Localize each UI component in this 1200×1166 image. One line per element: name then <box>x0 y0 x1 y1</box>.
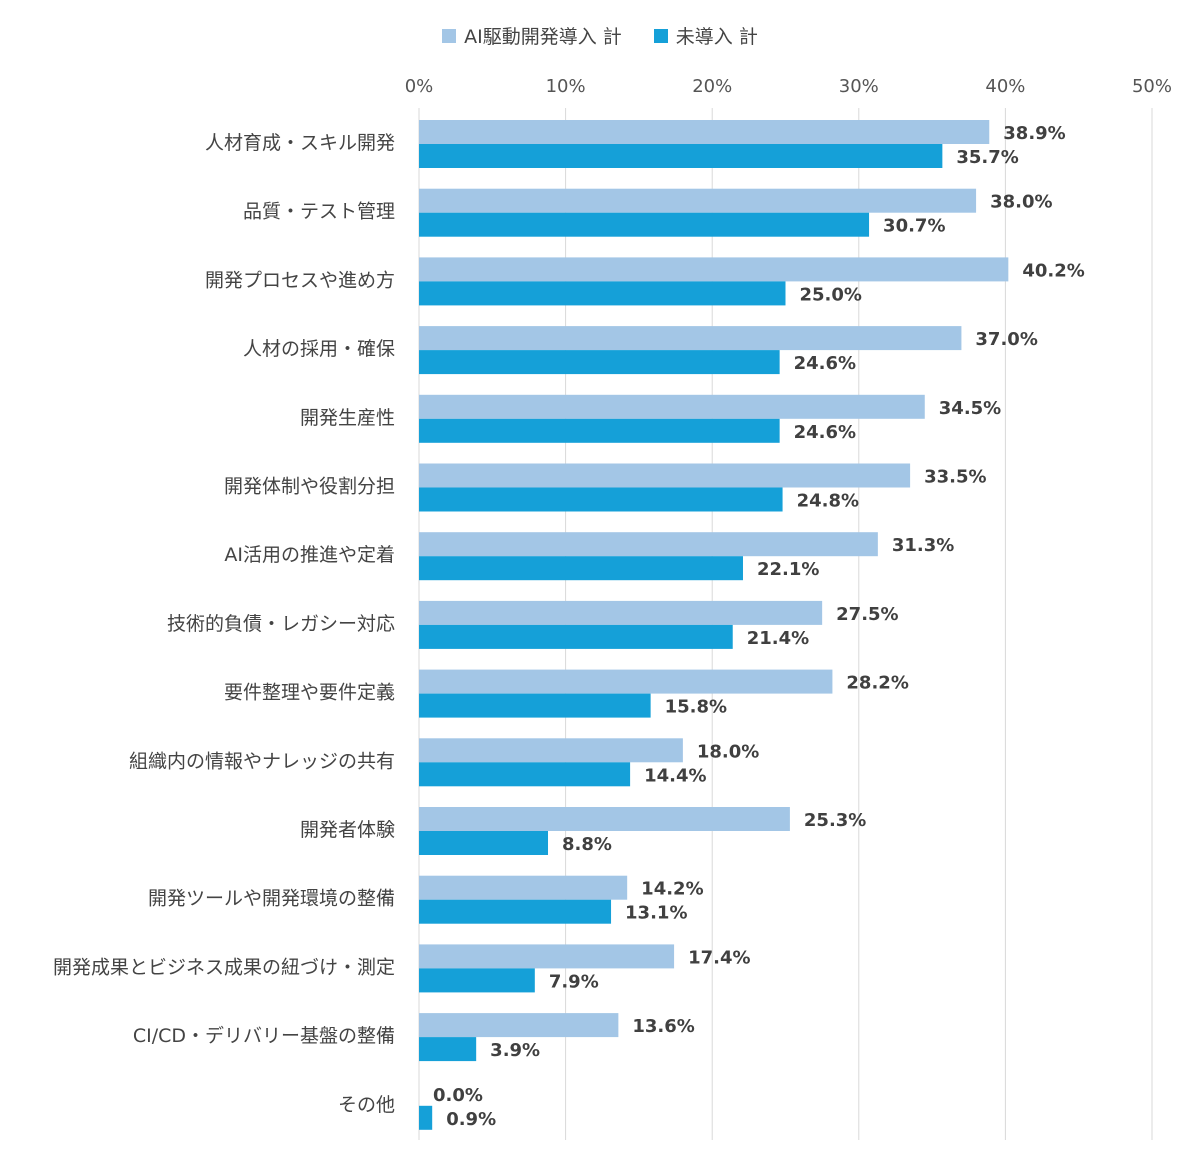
legend-label-adopted: AI駆動開発導入 計 <box>464 26 622 48</box>
bar <box>419 487 783 512</box>
data-label: 40.2% <box>1022 260 1084 281</box>
bar <box>419 257 1009 282</box>
data-label: 7.9% <box>549 971 599 992</box>
data-label: 18.0% <box>697 741 759 762</box>
data-label: 24.8% <box>797 491 859 512</box>
data-label: 15.8% <box>665 697 727 718</box>
data-label: 13.6% <box>632 1016 694 1037</box>
data-label: 27.5% <box>836 604 898 625</box>
x-tick-label: 30% <box>839 76 879 97</box>
category-label: 開発生産性 <box>300 407 395 429</box>
bar <box>419 281 786 306</box>
category-label: 開発者体験 <box>300 819 395 841</box>
data-label: 0.9% <box>446 1109 496 1130</box>
bar <box>419 144 943 168</box>
bar <box>419 212 870 237</box>
data-label: 8.8% <box>562 834 612 855</box>
bar <box>419 600 823 625</box>
data-label: 17.4% <box>688 947 750 968</box>
category-label: 開発プロセスや進め方 <box>205 269 395 291</box>
x-tick-label: 0% <box>405 76 434 97</box>
bar <box>419 1105 433 1130</box>
legend: AI駆動開発導入 計 未導入 計 <box>0 22 1200 49</box>
bar <box>419 738 683 763</box>
category-label: 開発ツールや開発環境の整備 <box>148 888 395 910</box>
data-label: 37.0% <box>975 329 1037 350</box>
data-label: 3.9% <box>490 1040 540 1061</box>
data-label: 22.1% <box>757 559 819 580</box>
data-label: 21.4% <box>747 628 809 649</box>
bar <box>419 188 977 213</box>
data-label: 24.6% <box>794 422 856 443</box>
data-label: 28.2% <box>846 673 908 694</box>
data-label: 30.7% <box>883 216 945 237</box>
data-label: 25.0% <box>800 284 862 305</box>
data-label: 33.5% <box>924 467 986 488</box>
data-label: 14.2% <box>641 879 703 900</box>
x-tick-label: 20% <box>692 76 732 97</box>
category-label: 人材育成・スキル開発 <box>205 132 395 154</box>
data-label: 25.3% <box>804 810 866 831</box>
x-tick-label: 10% <box>546 76 586 97</box>
data-label: 35.7% <box>956 147 1018 168</box>
bar <box>419 1037 477 1062</box>
data-label: 0.0% <box>433 1085 483 1106</box>
bar <box>419 532 878 557</box>
data-label: 31.3% <box>892 535 954 556</box>
bar <box>419 669 833 694</box>
data-label: 34.5% <box>939 398 1001 419</box>
bar <box>419 899 612 924</box>
bar <box>419 624 733 649</box>
data-label: 24.6% <box>794 353 856 374</box>
bar <box>419 350 780 375</box>
category-label: 開発体制や役割分担 <box>224 476 395 498</box>
bar <box>419 1013 619 1038</box>
category-label: その他 <box>338 1094 395 1116</box>
bar <box>419 831 549 855</box>
bar <box>419 418 780 443</box>
bar <box>419 807 790 831</box>
bar <box>419 762 631 787</box>
x-tick-label: 40% <box>985 76 1025 97</box>
legend-label-not-adopted: 未導入 計 <box>675 26 758 48</box>
bar <box>419 120 990 144</box>
bar <box>419 326 962 351</box>
bar <box>419 968 535 993</box>
bar <box>419 693 651 718</box>
data-label: 38.0% <box>990 192 1052 213</box>
category-label: CI/CD・デリバリー基盤の整備 <box>133 1025 395 1047</box>
data-label: 14.4% <box>644 765 706 786</box>
category-label: 開発成果とビジネス成果の紐づけ・測定 <box>53 956 395 978</box>
legend-item-adopted: AI駆動開発導入 計 <box>442 22 622 49</box>
category-label: 組織内の情報やナレッジの共有 <box>129 750 395 772</box>
category-label: AI活用の推進や定着 <box>224 544 395 566</box>
data-label: 38.9% <box>1003 123 1065 144</box>
legend-swatch-adopted <box>442 28 457 43</box>
category-label: 技術的負債・レガシー対応 <box>167 613 395 635</box>
bar <box>419 875 628 900</box>
category-label: 人材の採用・確保 <box>243 338 395 360</box>
data-label: 13.1% <box>625 903 687 924</box>
bar <box>419 394 925 419</box>
category-label: 要件整理や要件定義 <box>224 682 395 704</box>
bar <box>419 944 675 969</box>
bar <box>419 463 911 488</box>
legend-item-not-adopted: 未導入 計 <box>653 22 758 49</box>
bar <box>419 556 743 581</box>
legend-swatch-not-adopted <box>653 28 668 43</box>
x-tick-label: 50% <box>1132 76 1172 97</box>
category-label: 品質・テスト管理 <box>243 201 395 223</box>
